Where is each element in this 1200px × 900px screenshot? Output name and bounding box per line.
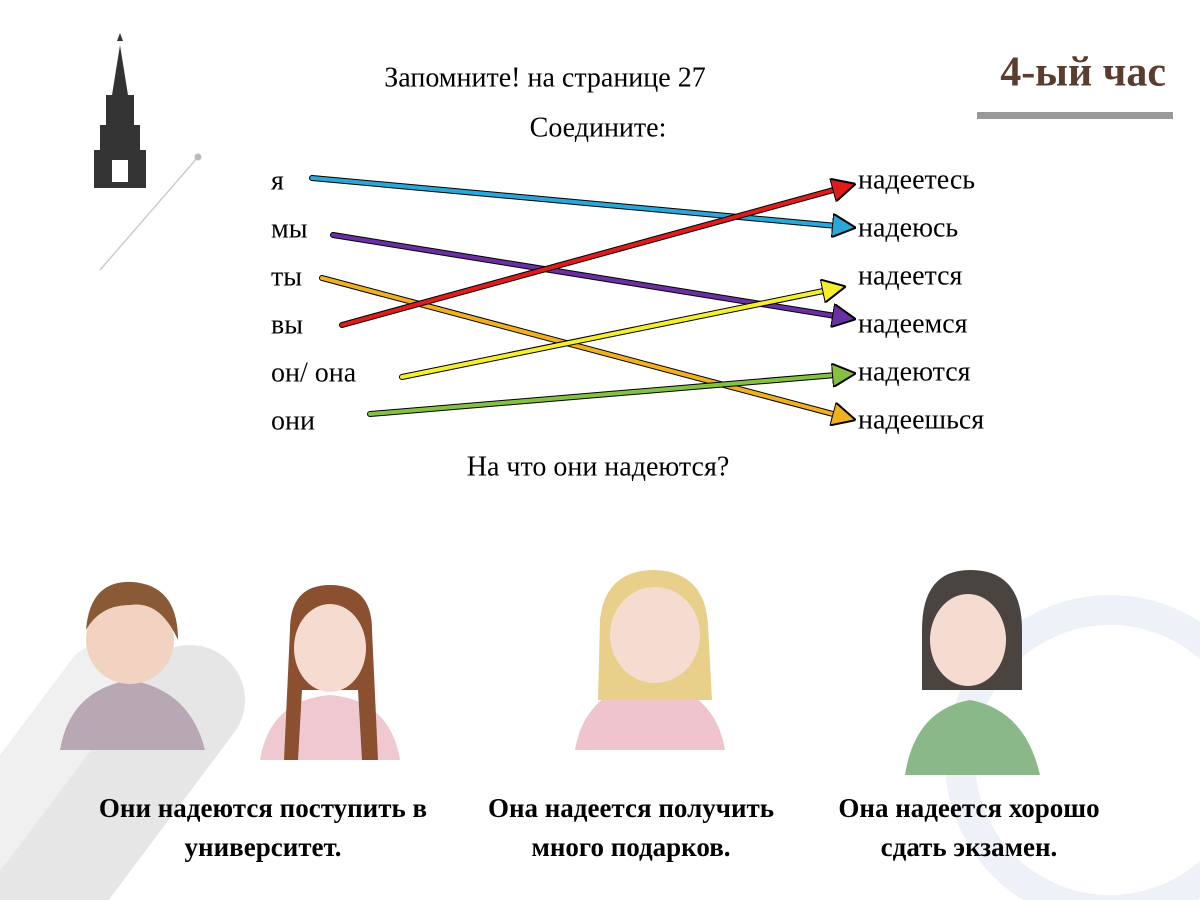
verb-form: надеется (858, 260, 963, 291)
reference: Запомните! на странице 27 (384, 62, 705, 93)
verb-form: надеемся (858, 308, 968, 339)
instruction: Соедините: (530, 112, 667, 143)
pronoun: они (271, 405, 315, 436)
caption-line: Она надеется получить (488, 793, 774, 823)
caption-line: Они надеются поступить в (99, 793, 427, 823)
tower-icon (94, 33, 146, 188)
illustration-girl (260, 585, 400, 760)
arrow (319, 275, 848, 418)
pronoun: он/ она (271, 357, 357, 388)
verb-form: надеешься (858, 404, 984, 435)
pronoun: я (271, 165, 284, 196)
question: На что они надеются? (467, 451, 730, 482)
title-underline (977, 112, 1173, 119)
caption-line: много подарков. (531, 832, 730, 862)
divider-dot (194, 153, 202, 161)
arrow (339, 186, 848, 328)
slide-title: 4-ый час (1000, 50, 1166, 96)
caption-line: сдать экзамен. (881, 832, 1058, 862)
arrows (309, 175, 848, 418)
verb-form: надеетесь (858, 164, 975, 195)
divider-line (99, 156, 199, 271)
verb-form: надеются (858, 356, 971, 387)
arrow (399, 288, 838, 380)
pronoun: ты (271, 261, 302, 292)
illustration-boy (60, 581, 205, 750)
illustration-dark-haired-girl (905, 570, 1040, 775)
verb-form: надеюсь (858, 212, 958, 243)
pronoun: мы (271, 213, 308, 244)
caption-line: университет. (185, 832, 342, 862)
caption-line: Она надеется хорошо (838, 793, 1099, 823)
pronoun: вы (271, 309, 303, 340)
arrow (367, 374, 848, 417)
illustration-blonde-girl (575, 570, 725, 750)
arrow (309, 175, 848, 227)
